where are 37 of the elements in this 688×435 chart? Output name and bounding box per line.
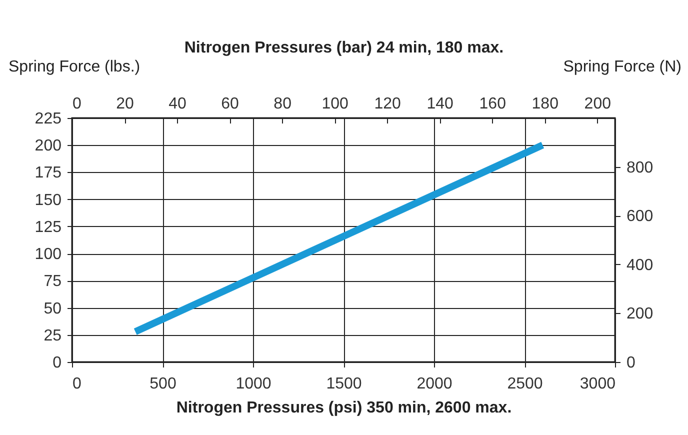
x2-tick-label: 0: [72, 96, 82, 112]
x2-tick-label: 140: [426, 96, 454, 112]
y-tick-label: 175: [34, 164, 62, 182]
y-tick-label: 100: [34, 246, 62, 264]
y-tick-label: 125: [34, 218, 62, 236]
x-tick-label: 500: [150, 376, 176, 392]
x2-tick-label: 40: [168, 96, 187, 112]
x2-axis-title: Nitrogen Pressures (bar) 24 min, 180 max.: [184, 40, 504, 56]
x-tick-label: 1000: [236, 376, 272, 392]
y2-tick-label: 600: [626, 208, 654, 226]
y2-tick-label: 200: [626, 306, 654, 323]
y-tick-label: 75: [44, 273, 62, 290]
x2-tick-label: 20: [116, 96, 134, 112]
x2-tick-label: 80: [274, 96, 292, 112]
x-tick-label: 2000: [416, 376, 452, 392]
x-tick-label: 3000: [580, 376, 616, 392]
x2-tick-label: 200: [584, 96, 612, 112]
x2-tick-label: 180: [532, 96, 559, 112]
x-tick-label: 1500: [326, 376, 362, 392]
x2-tick-label: 120: [374, 96, 402, 112]
y-axis-title: Spring Force (lbs.): [8, 58, 140, 76]
x2-tick-label: 60: [221, 96, 240, 112]
y-tick-label: 0: [52, 354, 62, 372]
y2-tick-label: 400: [626, 256, 654, 274]
x-tick-label: 2500: [507, 376, 543, 392]
x-tick-label: 0: [72, 376, 82, 392]
y2-tick-label: 800: [626, 159, 654, 176]
x2-tick-label: 160: [479, 96, 506, 112]
y2-axis-title: Spring Force (N): [563, 58, 682, 76]
y-tick-label: 50: [44, 300, 62, 318]
x-axis-title: Nitrogen Pressures (psi) 350 min, 2600 max.: [176, 400, 512, 416]
y-tick-label: 200: [34, 138, 62, 155]
y2-tick-label: 0: [626, 354, 636, 372]
y-tick-label: 25: [44, 327, 62, 344]
y-tick-label: 150: [34, 192, 62, 209]
x2-tick-label: 100: [322, 96, 349, 112]
y-tick-label: 225: [34, 110, 62, 128]
